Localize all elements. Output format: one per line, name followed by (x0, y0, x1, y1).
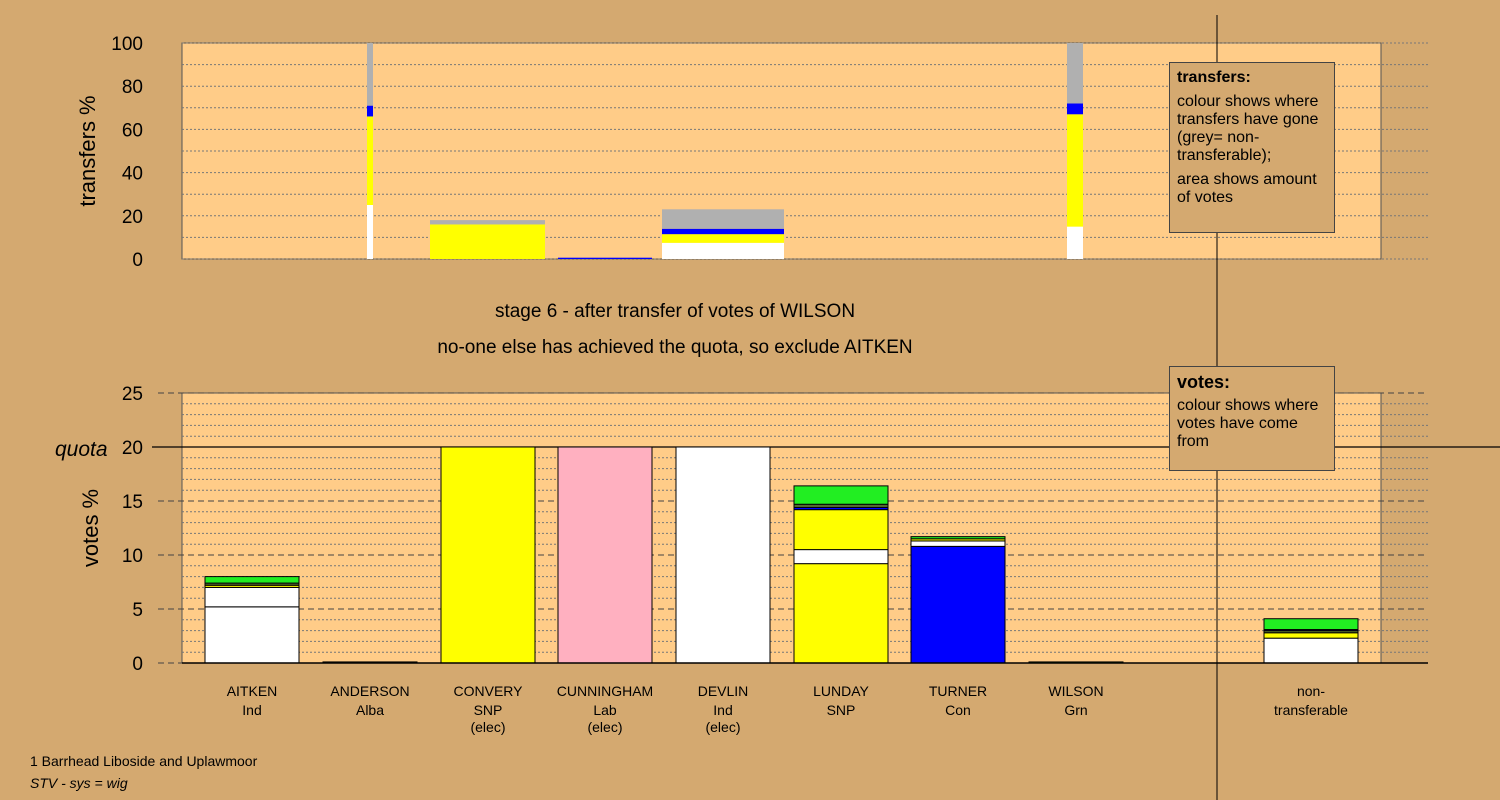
votes-legend-colour-text: colour shows where votes have come from (1177, 397, 1319, 450)
stage-title: stage 6 - after transfer of votes of WIL… (494, 301, 856, 322)
candidate-name-label: TURNER (929, 683, 987, 699)
votes-legend: votes: colour shows where votes have com… (1169, 366, 1335, 471)
votes-legend-heading: votes: (1177, 372, 1231, 392)
transfer-segment-non-transferable-snp (1067, 114, 1083, 227)
candidate-elected-label: (elec) (705, 719, 740, 735)
vote-segment-nt-ind (1263, 637, 1359, 664)
transfers-y-tick-label: 20 (122, 207, 143, 228)
transfers-legend-heading: transfers: (1177, 69, 1251, 86)
transfers-legend-colour-text: colour shows where transfers have gone (… (1177, 93, 1319, 164)
system-label: STV - sys = wig (30, 775, 128, 791)
vote-segment-devlin-ind (675, 446, 771, 664)
candidate-name-label: DEVLIN (698, 683, 749, 699)
transfer-segment-aitken-con (367, 105, 373, 117)
transfers-y-tick-label: 60 (122, 120, 143, 141)
vote-segment-nt-snp (1263, 632, 1359, 639)
candidate-party-label: Lab (593, 702, 617, 718)
vote-segment-lunday-snp (793, 509, 889, 551)
candidate-name-label: CONVERY (454, 683, 524, 699)
transfer-segment-non-transferable-con (1067, 103, 1083, 115)
votes-y-tick-label: 5 (132, 600, 143, 621)
candidate-name-label: AITKEN (227, 683, 278, 699)
vote-segment-lunday-grn (793, 485, 889, 505)
transfers-y-tick-label: 0 (132, 250, 143, 271)
vote-segment-aitken-ind (204, 586, 300, 608)
candidate-party-label: Ind (242, 702, 261, 718)
transfers-y-tick-label: 40 (122, 164, 143, 185)
vote-segment-turner-con (910, 545, 1006, 664)
candidate-party-label: transferable (1274, 702, 1348, 718)
vote-segment-lunday-snp (793, 563, 889, 664)
candidate-party-label: Ind (713, 702, 732, 718)
candidate-party-label: SNP (827, 702, 856, 718)
vote-segment-aitken-ind (204, 606, 300, 664)
candidate-party-label: Con (945, 702, 971, 718)
transfer-segment-devlin-nontransferable (662, 209, 784, 229)
transfer-segment-devlin-ind (662, 242, 784, 259)
transfers-y-tick-label: 80 (122, 77, 143, 98)
quota-label: quota (55, 438, 108, 461)
transfer-segment-non-transferable-ind (1067, 226, 1083, 259)
votes-y-tick-label: 15 (122, 492, 143, 513)
vote-segment-aitken-grn (204, 576, 300, 584)
candidate-party-label: SNP (474, 702, 503, 718)
vote-segment-cunningham-lab (557, 446, 653, 664)
candidate-elected-label: (elec) (587, 719, 622, 735)
candidate-name-label: CUNNINGHAM (557, 683, 653, 699)
transfers-y-axis-label: transfers % (75, 95, 100, 206)
candidate-name-label: LUNDAY (813, 683, 869, 699)
vote-segment-turner-grn (910, 536, 1006, 540)
votes-y-tick-label: 25 (122, 384, 143, 405)
constituency-label: 1 Barrhead Liboside and Uplawmoor (30, 753, 258, 769)
transfer-segment-devlin-snp (662, 234, 784, 243)
transfers-legend-area-text: area shows amount of votes (1177, 171, 1317, 206)
candidate-party-label: Grn (1064, 702, 1087, 718)
transfer-segment-non-transferable-nontransferable (1067, 43, 1083, 104)
votes-y-axis-label: votes % (78, 489, 103, 567)
transfer-segment-convery-nontransferable (430, 220, 545, 225)
transfer-segment-convery-snp (430, 224, 545, 259)
votes-y-tick-label: 10 (122, 546, 143, 567)
candidate-name-label: non- (1297, 683, 1325, 699)
candidate-elected-label: (elec) (470, 719, 505, 735)
votes-y-tick-label: 0 (132, 654, 143, 675)
candidate-party-label: Alba (356, 702, 384, 718)
exclusion-note: no-one else has achieved the quota, so e… (437, 337, 913, 358)
transfer-segment-aitken-ind (367, 205, 373, 259)
transfers-legend: transfers: colour shows where transfers … (1169, 62, 1335, 233)
quota-value-label: 20 (122, 438, 143, 459)
candidate-name-label: ANDERSON (330, 683, 409, 699)
transfer-segment-aitken-snp (367, 116, 373, 205)
transfer-segment-aitken-nontransferable (367, 43, 373, 106)
vote-segment-nt-grn (1263, 618, 1359, 631)
vote-segment-lunday-ind (793, 549, 889, 565)
vote-segment-convery-snp (440, 446, 536, 664)
transfer-segment-devlin-con (662, 228, 784, 235)
candidate-name-label: WILSON (1048, 683, 1103, 699)
vote-segment-turner-ind (910, 540, 1006, 547)
transfer-segment-cunningham-con (558, 257, 652, 259)
transfers-y-tick-label: 100 (111, 34, 143, 55)
